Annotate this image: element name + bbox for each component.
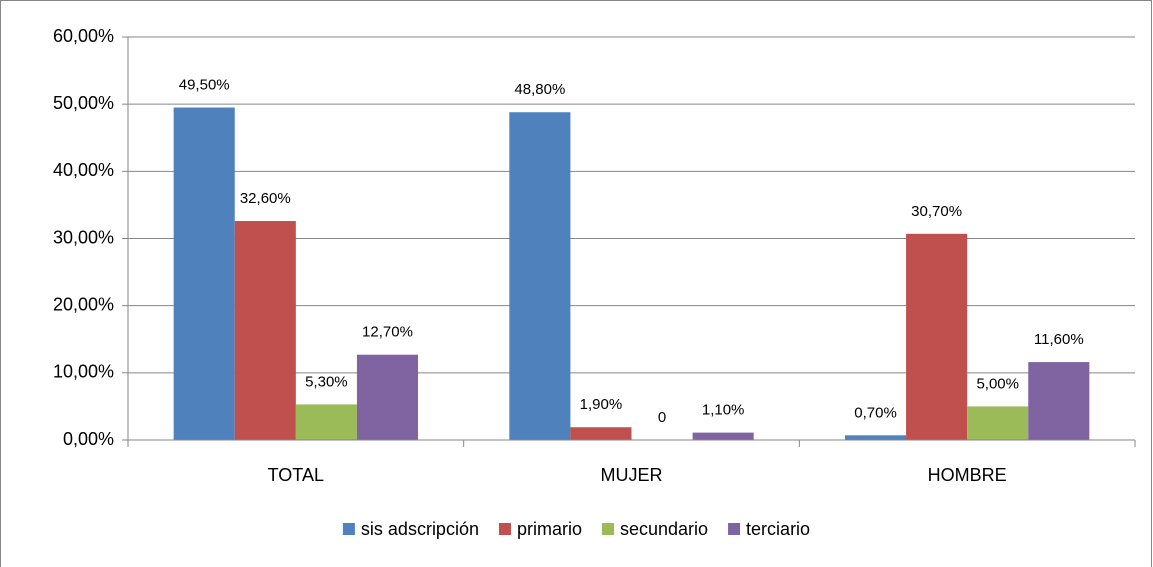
y-tick-label: 60,00% [53, 26, 114, 46]
bar [173, 107, 235, 441]
y-tick-label: 10,00% [53, 362, 114, 382]
legend-swatch [728, 523, 741, 535]
data-label: 32,60% [240, 190, 291, 207]
x-tick-label: HOMBRE [928, 465, 1007, 485]
data-label: 0 [658, 409, 666, 426]
data-label: 5,30% [305, 373, 348, 390]
y-tick-label: 50,00% [53, 93, 114, 113]
bar [570, 427, 632, 440]
data-label: 49,50% [179, 76, 230, 93]
data-label: 5,00% [976, 375, 1019, 392]
legend-label: sis adscripción [361, 519, 479, 539]
legend-swatch [601, 523, 614, 535]
data-label: 11,60% [1034, 331, 1084, 348]
bar [356, 354, 419, 440]
bar [692, 432, 754, 440]
legend-label: primario [517, 519, 582, 539]
data-label: 30,70% [911, 203, 962, 220]
bar [295, 404, 357, 440]
y-tick-label: 40,00% [53, 160, 114, 180]
y-tick-label: 30,00% [53, 227, 114, 247]
data-label: 1,10% [702, 402, 745, 419]
legend-label: secundario [620, 519, 708, 539]
legend-label: terciario [746, 519, 810, 539]
legend-swatch [342, 523, 355, 535]
bar [509, 112, 571, 440]
y-tick-label: 20,00% [53, 294, 114, 314]
data-label: 1,90% [580, 396, 623, 413]
data-label: 0,70% [854, 404, 897, 421]
bar [234, 221, 296, 440]
x-tick-label: TOTAL [268, 465, 324, 485]
bar [906, 233, 968, 440]
bar [1028, 362, 1090, 440]
bar [967, 406, 1029, 440]
x-tick-label: MUJER [601, 465, 663, 485]
bar [844, 435, 907, 440]
legend-swatch [498, 523, 511, 535]
data-label: 48,80% [514, 81, 565, 98]
y-tick-label: 0,00% [63, 429, 114, 449]
data-label: 12,70% [362, 324, 413, 341]
